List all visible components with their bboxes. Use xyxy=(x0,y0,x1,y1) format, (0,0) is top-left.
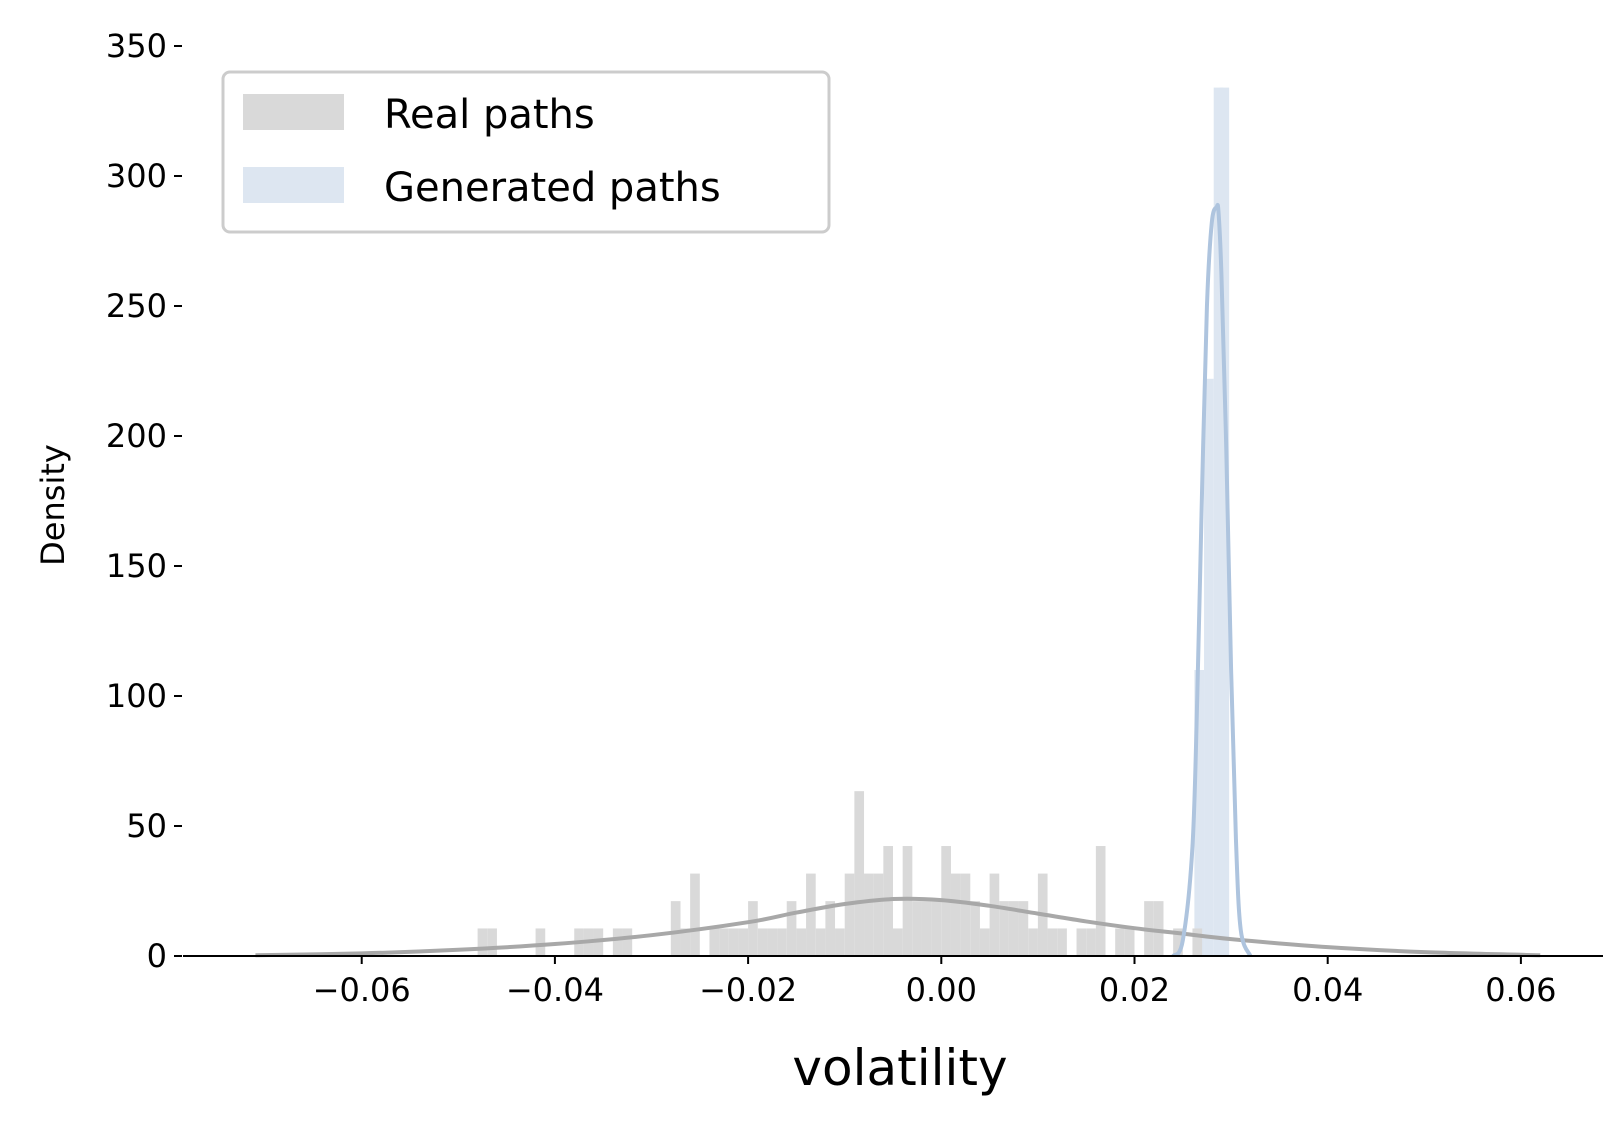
generated-paths-bar xyxy=(1219,87,1230,957)
real-paths-bar xyxy=(921,901,932,956)
real-paths-bar xyxy=(680,928,691,956)
real-paths-bar xyxy=(893,928,903,956)
plot-area xyxy=(255,87,1541,958)
real-paths-bar xyxy=(1076,928,1087,956)
real-paths-bar xyxy=(989,873,1000,956)
real-paths-bar xyxy=(999,901,1009,956)
real-paths-bar xyxy=(873,873,884,956)
real-paths-bar xyxy=(902,846,913,956)
real-paths-bar xyxy=(1153,901,1164,956)
y-tick-label: 250 xyxy=(106,287,167,325)
legend: Real paths Generated paths xyxy=(221,70,831,234)
y-tick-label: 50 xyxy=(126,807,167,845)
real-paths-bar xyxy=(690,873,700,956)
real-paths-bar xyxy=(854,791,865,956)
y-axis-title: Density xyxy=(34,444,72,566)
real-paths-bar xyxy=(825,901,836,956)
real-paths-bar xyxy=(767,928,778,956)
x-tick-label: 0.00 xyxy=(906,971,977,1009)
y-tick-label: 200 xyxy=(106,417,167,455)
real-paths-bar xyxy=(931,901,942,956)
real-paths-bar xyxy=(487,928,497,956)
x-tick-label: 0.02 xyxy=(1099,971,1170,1009)
real-paths-bar xyxy=(612,928,623,956)
real-paths-kde-line xyxy=(255,896,1541,958)
legend-swatch-real-paths xyxy=(243,94,344,130)
x-axis-ticks: −0.06 −0.04 −0.02 0.00 0.02 0.04 0.06 xyxy=(313,956,1557,1009)
real-paths-bar xyxy=(1028,928,1038,956)
real-paths-bar xyxy=(535,928,546,956)
real-paths-bar xyxy=(970,901,980,956)
real-paths-bar xyxy=(1095,846,1106,956)
real-paths-bar xyxy=(728,928,739,956)
y-tick-label: 350 xyxy=(106,27,167,65)
generated-paths-kde-line xyxy=(1171,202,1253,958)
generated-paths-bar xyxy=(1204,378,1214,956)
real-paths-bar xyxy=(622,928,633,956)
real-paths-bar xyxy=(912,901,922,956)
y-tick-label: 0 xyxy=(147,937,167,975)
real-paths-bar xyxy=(777,928,787,956)
real-paths-bar xyxy=(786,901,797,956)
x-tick-label: −0.06 xyxy=(313,971,411,1009)
real-paths-bar xyxy=(979,928,990,956)
x-tick-label: 0.04 xyxy=(1292,971,1363,1009)
y-tick-label: 150 xyxy=(106,547,167,585)
real-paths-bar xyxy=(1192,928,1203,956)
legend-label-real-paths: Real paths xyxy=(384,92,595,138)
real-paths-bar xyxy=(960,873,971,956)
legend-swatch-generated-paths xyxy=(243,167,344,203)
real-paths-bar xyxy=(844,873,855,956)
real-paths-bar xyxy=(1057,928,1067,956)
real-paths-bar xyxy=(1173,928,1183,956)
real-paths-bar xyxy=(477,928,488,956)
real-paths-bar xyxy=(815,928,826,956)
real-paths-bars xyxy=(477,791,1203,956)
y-tick-label: 100 xyxy=(106,677,167,715)
real-paths-bar xyxy=(950,873,961,956)
legend-label-generated-paths: Generated paths xyxy=(384,165,721,211)
x-tick-label: 0.06 xyxy=(1485,971,1556,1009)
real-paths-bar xyxy=(738,928,749,956)
real-paths-bar xyxy=(1124,928,1135,956)
x-tick-label: −0.02 xyxy=(699,971,797,1009)
generated-paths-bars xyxy=(1194,87,1230,957)
real-paths-bar xyxy=(1008,901,1019,956)
real-paths-bar xyxy=(709,928,720,956)
y-tick-label: 300 xyxy=(106,157,167,195)
real-paths-bar xyxy=(806,873,816,956)
real-paths-bar xyxy=(835,928,845,956)
real-paths-bar xyxy=(670,901,681,956)
generated-paths-bar xyxy=(1213,87,1224,957)
real-paths-bar xyxy=(1086,928,1096,956)
legend-frame xyxy=(221,70,831,234)
real-paths-bar xyxy=(1018,901,1029,956)
y-axis-ticks: 0 50 100 150 200 250 300 350 xyxy=(106,27,182,975)
x-tick-label: −0.04 xyxy=(506,971,604,1009)
real-paths-bar xyxy=(1047,928,1058,956)
real-paths-bar xyxy=(748,901,758,956)
real-paths-bar xyxy=(757,928,768,956)
x-axis-title: volatility xyxy=(792,1039,1007,1097)
generated-paths-bar xyxy=(1194,670,1205,956)
real-paths-bar xyxy=(796,928,807,956)
real-paths-bar xyxy=(719,928,729,956)
real-paths-bar xyxy=(1115,928,1125,956)
real-paths-bar xyxy=(864,873,874,956)
